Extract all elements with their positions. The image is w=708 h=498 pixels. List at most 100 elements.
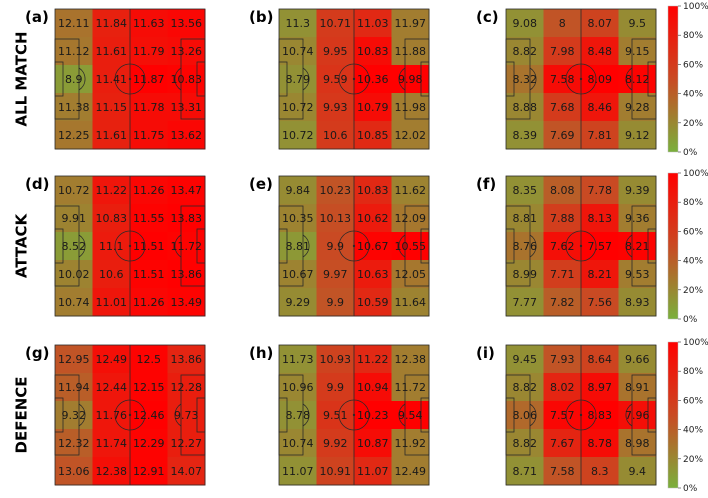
cell-value: 8.79 [286, 73, 311, 86]
heat-cell [55, 121, 93, 150]
colorbar-2: 100% 80% 60% 40% 20% 0% [667, 338, 708, 494]
heat-cell [391, 204, 430, 233]
penalty-arc-left [78, 67, 86, 91]
heat-cell [391, 121, 430, 150]
heat-cell [279, 373, 317, 402]
heat-cell [506, 373, 544, 402]
cell-value: 10.72 [282, 129, 314, 142]
cell-value: 10.55 [395, 240, 427, 253]
heat-cell [92, 9, 131, 38]
cell-value: 7.93 [550, 353, 575, 366]
cell-value: 7.62 [550, 240, 575, 253]
cell-value: 8.78 [588, 437, 613, 450]
cell-value: 12.95 [58, 353, 90, 366]
heat-cell [506, 401, 544, 430]
heat-cell [543, 93, 582, 122]
cell-value: 10.91 [320, 465, 352, 478]
goal-area-left [505, 397, 515, 433]
cell-value: 7.77 [513, 296, 538, 309]
cell-value: 9.93 [323, 101, 348, 114]
centre-spot [128, 244, 132, 248]
heat-cell [279, 457, 317, 486]
cell-value: 11.76 [96, 409, 128, 422]
heat-cell [618, 288, 657, 317]
cell-value: 7.68 [550, 101, 575, 114]
cell-value: 14.07 [171, 465, 203, 478]
cell-value: 9.84 [286, 184, 311, 197]
centre-spot [352, 77, 356, 81]
cell-value: 8.09 [588, 73, 613, 86]
cell-value: 8.32 [513, 73, 538, 86]
colorbar-tick-label: 100% [683, 169, 708, 179]
colorbar-tick-label: 80% [683, 198, 703, 208]
cell-value: 8.3 [591, 465, 609, 478]
cell-value: 11.26 [133, 296, 165, 309]
cell-value: 13.86 [171, 268, 203, 281]
heat-cell [391, 9, 430, 38]
cell-value: 8.46 [588, 101, 613, 114]
cell-value: 11.26 [133, 184, 165, 197]
heat-cell [506, 65, 544, 94]
heat-cell [506, 37, 544, 66]
heat-cell [618, 93, 657, 122]
cell-value: 8.35 [513, 184, 538, 197]
colorbar-0: 100% 80% 60% 40% 20% 0% [667, 2, 708, 158]
cell-value: 11.87 [133, 73, 165, 86]
cell-value: 11.07 [282, 465, 314, 478]
cell-value: 9.73 [174, 409, 199, 422]
centre-circle [338, 230, 370, 262]
goal-area-right [647, 397, 657, 433]
panel-label: (b) [249, 8, 273, 26]
heat-cell [167, 345, 206, 374]
colorbar-gradient [667, 172, 679, 320]
penalty-arc-right [174, 403, 182, 427]
heat-cell [92, 121, 131, 150]
cell-value: 11.55 [133, 212, 165, 225]
penalty-arc-left [302, 234, 310, 258]
heat-cell [316, 429, 355, 458]
cell-value: 7.57 [588, 240, 613, 253]
cell-value: 9.5 [629, 17, 647, 30]
heat-cell [316, 121, 355, 150]
heat-cell [279, 232, 317, 261]
cell-value: 11.22 [357, 353, 389, 366]
centre-circle [114, 230, 146, 262]
penalty-arc-right [174, 67, 182, 91]
cell-value: 9.9 [327, 296, 345, 309]
heat-cell [279, 345, 317, 374]
heat-cell [391, 65, 430, 94]
heat-cell [130, 345, 168, 374]
heat-cell [316, 345, 355, 374]
cell-value: 8.93 [625, 296, 650, 309]
cell-value: 12.05 [395, 268, 427, 281]
cell-value: 12.38 [96, 465, 128, 478]
heat-cell [167, 373, 206, 402]
centre-circle [338, 399, 370, 431]
heat-cell [167, 121, 206, 150]
cell-value: 8.39 [513, 129, 538, 142]
heat-cell [279, 93, 317, 122]
cell-value: 11.03 [357, 17, 389, 30]
heat-cell [543, 176, 582, 205]
heat-cell [55, 176, 93, 205]
goal-area-left [54, 61, 64, 97]
cell-value: 10.93 [320, 353, 352, 366]
heat-cell [167, 9, 206, 38]
heat-cell [581, 345, 619, 374]
colorbar-tick-label: 60% [683, 396, 703, 406]
heat-cell [316, 401, 355, 430]
heat-cell [618, 37, 657, 66]
colorbar-tick-label: 60% [683, 60, 703, 70]
heat-cell [581, 401, 619, 430]
panel-i: (i) 9.45 7.93 8.64 9.66 8.82 8.02 8.97 8.91 8.06 7… [476, 344, 657, 486]
cell-value: 9.36 [625, 212, 650, 225]
colorbar-gradient [667, 5, 679, 153]
panel-label: (a) [25, 8, 49, 26]
heat-cell [279, 288, 317, 317]
cell-value: 13.83 [171, 212, 203, 225]
cell-value: 12.09 [395, 212, 427, 225]
heat-cell [618, 176, 657, 205]
heat-cell [543, 401, 582, 430]
heat-cell [130, 260, 168, 289]
heat-cell [391, 232, 430, 261]
